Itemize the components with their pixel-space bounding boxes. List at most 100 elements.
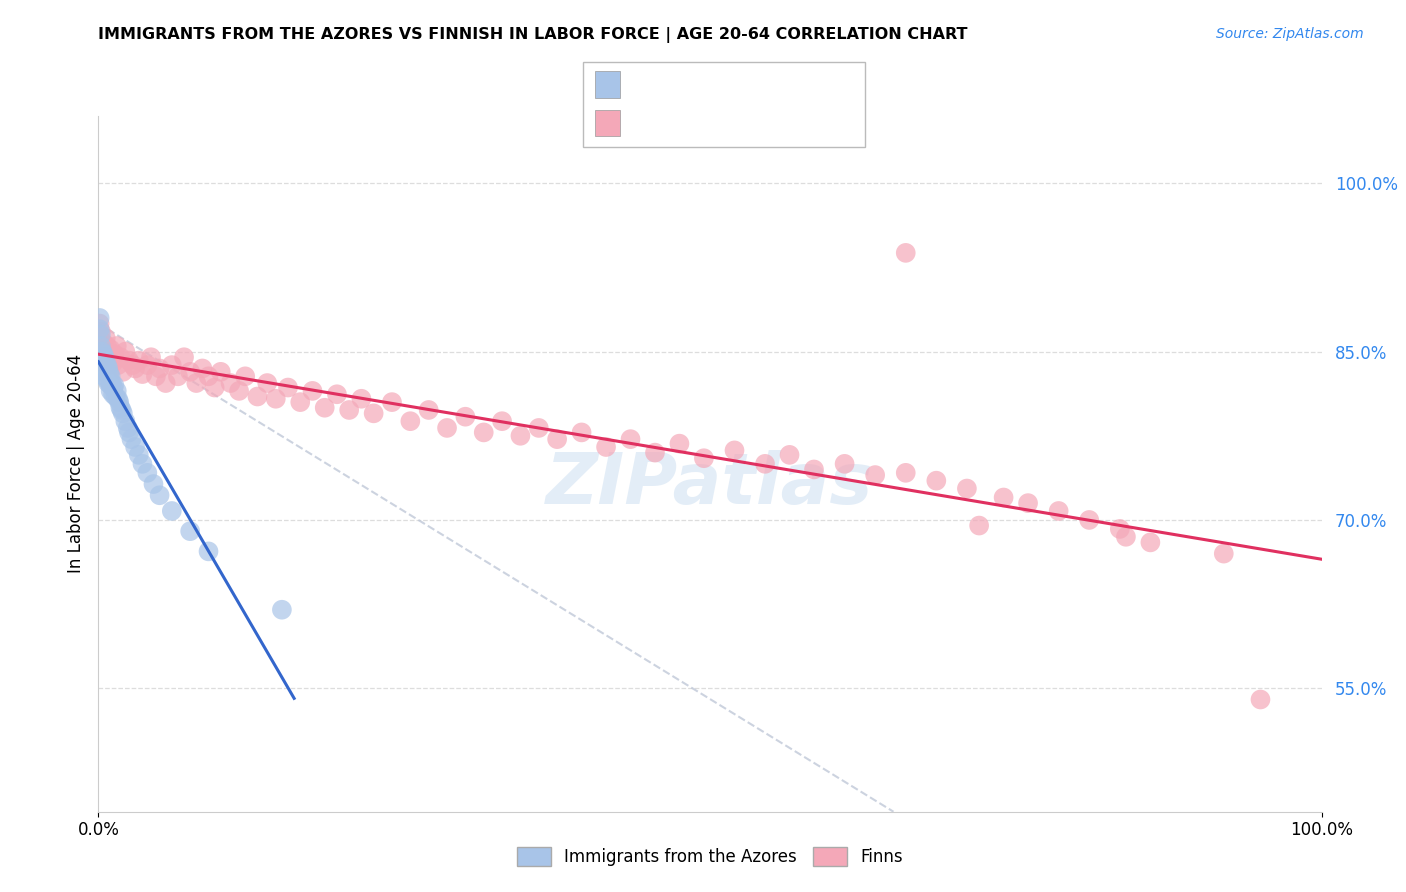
- Point: [93, 356, 115, 370]
- Point: [149, 361, 172, 376]
- Point: [301, 384, 323, 398]
- Point: [925, 474, 948, 488]
- Point: [894, 466, 917, 480]
- Point: [111, 406, 134, 420]
- Point: [1139, 535, 1161, 549]
- Point: [149, 488, 172, 502]
- Point: [160, 358, 183, 372]
- Point: [136, 358, 159, 372]
- Point: [94, 347, 117, 361]
- Point: [91, 350, 114, 364]
- Point: [754, 457, 776, 471]
- Point: [100, 343, 122, 357]
- Point: [197, 369, 219, 384]
- Point: [1115, 530, 1137, 544]
- Point: [204, 380, 226, 394]
- Point: [571, 425, 593, 440]
- Point: [834, 457, 856, 471]
- Point: [91, 358, 114, 372]
- Point: [117, 421, 139, 435]
- Point: [264, 392, 287, 406]
- Point: [91, 356, 114, 370]
- Point: [246, 390, 269, 404]
- Point: [90, 334, 112, 348]
- Point: [145, 369, 167, 384]
- Point: [270, 603, 294, 617]
- Point: [91, 344, 114, 359]
- Point: [97, 376, 120, 390]
- Point: [93, 343, 115, 357]
- Point: [98, 367, 121, 381]
- Point: [491, 414, 513, 428]
- Point: [94, 356, 117, 370]
- Point: [1078, 513, 1101, 527]
- Point: [256, 376, 278, 390]
- Point: [472, 425, 495, 440]
- Point: [173, 350, 195, 364]
- Point: [98, 358, 121, 372]
- Point: [108, 395, 131, 409]
- Point: [363, 406, 385, 420]
- Point: [97, 347, 120, 361]
- Point: [91, 365, 114, 379]
- Point: [94, 331, 117, 345]
- Point: [993, 491, 1015, 505]
- Point: [97, 353, 120, 368]
- Point: [693, 451, 716, 466]
- Point: [93, 369, 115, 384]
- Point: [104, 390, 127, 404]
- Text: Source: ZipAtlas.com: Source: ZipAtlas.com: [1216, 27, 1364, 41]
- Point: [509, 429, 531, 443]
- Point: [277, 380, 299, 394]
- Point: [779, 448, 801, 462]
- Point: [118, 425, 141, 440]
- Point: [89, 317, 111, 331]
- Point: [96, 373, 118, 387]
- Point: [454, 409, 477, 424]
- Point: [956, 482, 979, 496]
- Point: [527, 421, 550, 435]
- Point: [111, 365, 134, 379]
- Point: [124, 361, 146, 376]
- Point: [103, 347, 125, 361]
- Point: [418, 403, 440, 417]
- Point: [967, 518, 990, 533]
- Point: [326, 387, 349, 401]
- Point: [179, 524, 201, 538]
- Point: [1047, 504, 1070, 518]
- Point: [91, 335, 114, 350]
- Point: [121, 358, 143, 372]
- Point: [436, 421, 458, 435]
- Point: [110, 401, 132, 415]
- Point: [91, 347, 114, 361]
- Point: [290, 395, 312, 409]
- Point: [101, 350, 124, 364]
- Point: [89, 310, 111, 325]
- Point: [219, 376, 242, 390]
- Point: [111, 403, 134, 417]
- Point: [91, 350, 114, 364]
- Point: [96, 339, 118, 353]
- Point: [100, 384, 122, 398]
- Point: [114, 344, 136, 359]
- Point: [105, 339, 128, 353]
- Point: [155, 376, 177, 390]
- Point: [131, 367, 153, 381]
- Point: [136, 466, 159, 480]
- Point: [803, 462, 825, 476]
- Point: [89, 322, 111, 336]
- Text: R = -0.469   N = 48: R = -0.469 N = 48: [631, 74, 821, 92]
- Y-axis label: In Labor Force | Age 20-64: In Labor Force | Age 20-64: [66, 354, 84, 574]
- Point: [314, 401, 336, 415]
- Point: [619, 432, 641, 446]
- Point: [97, 361, 120, 376]
- Point: [120, 432, 142, 446]
- Point: [100, 369, 122, 384]
- Point: [90, 327, 112, 342]
- Point: [110, 350, 132, 364]
- Point: [91, 344, 114, 359]
- Point: [124, 440, 146, 454]
- Point: [167, 369, 190, 384]
- Point: [93, 350, 115, 364]
- Point: [186, 376, 208, 390]
